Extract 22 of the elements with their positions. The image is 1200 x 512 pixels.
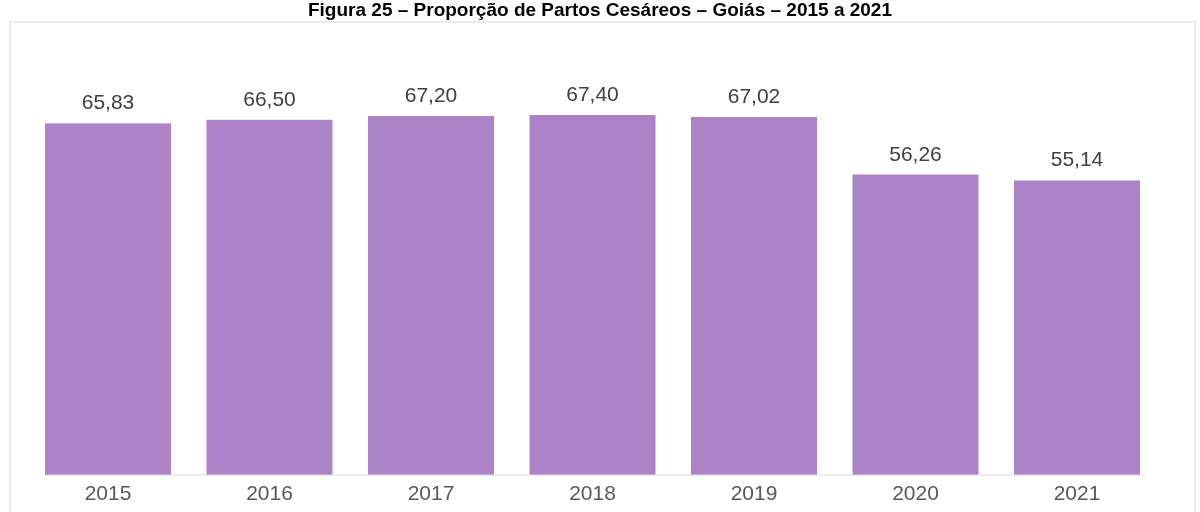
data-label: 55,14	[1050, 147, 1104, 171]
data-label: 67,02	[727, 84, 781, 108]
bar	[529, 115, 656, 475]
x-tick-label: 2018	[569, 480, 616, 504]
bar	[206, 119, 333, 475]
bar	[1014, 180, 1140, 475]
bar	[852, 174, 979, 475]
chart-title: Figura 25 – Proporção de Partos Cesáreos – Goiás – 2015 a 2021	[307, 0, 893, 20]
bar	[691, 117, 817, 475]
x-tick-label: 2017	[407, 480, 455, 504]
data-label: 66,50	[243, 86, 296, 110]
data-label: 67,40	[566, 82, 619, 105]
x-tick-label: 2016	[246, 480, 293, 504]
bar	[368, 116, 494, 475]
data-label: 67,20	[404, 83, 458, 107]
data-label: 65,83	[81, 90, 135, 114]
x-tick-label: 2020	[892, 480, 939, 504]
x-tick-label: 2021	[1053, 480, 1101, 504]
x-tick-label: 2019	[730, 480, 778, 504]
x-tick-label: 2015	[84, 480, 132, 504]
bar	[45, 123, 171, 475]
data-label: 56,26	[889, 141, 942, 165]
